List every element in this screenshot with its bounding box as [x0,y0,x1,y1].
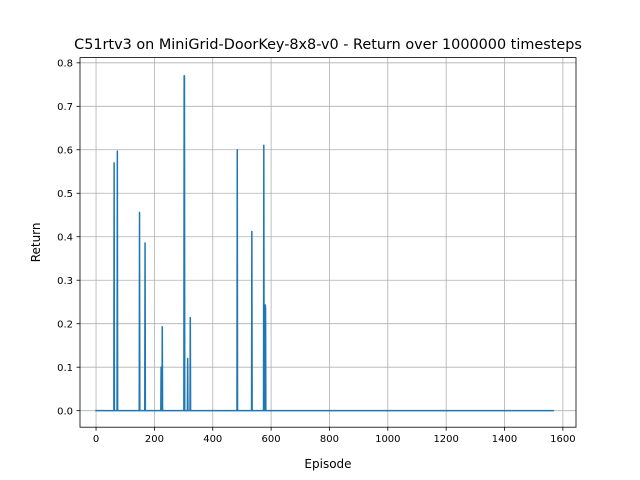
y-tick-label: 0.7 [57,102,73,113]
x-tick-label: 1600 [550,434,575,445]
x-axis-label: Episode [304,457,351,471]
y-tick-label: 0.1 [57,363,73,374]
y-axis: 0.0 0.1 0.2 0.3 0.4 0.5 0.6 0.7 0.8 [57,58,80,417]
x-axis: 0 200 400 600 800 1000 1200 1400 1600 [93,427,576,445]
y-tick-label: 0.6 [57,145,73,156]
y-tick-label: 0.8 [57,58,73,69]
x-tick-label: 1400 [492,434,517,445]
x-tick-label: 600 [262,434,281,445]
y-axis-label: Return [29,222,43,262]
x-tick-label: 800 [320,434,339,445]
y-tick-label: 0.5 [57,189,73,200]
x-tick-label: 1200 [433,434,458,445]
x-tick-label: 1000 [375,434,400,445]
plot-frame [79,57,577,428]
series-line [95,75,554,412]
y-tick-label: 0.4 [57,232,73,243]
series-layer [95,75,554,412]
chart-title: C51rtv3 on MiniGrid-DoorKey-8x8-v0 - Ret… [74,37,582,53]
y-tick-label: 0.2 [57,319,73,330]
y-tick-label: 0.3 [57,276,73,287]
x-tick-label: 200 [145,434,164,445]
x-tick-label: 400 [203,434,222,445]
y-tick-label: 0.0 [57,406,73,417]
x-tick-label: 0 [93,434,99,445]
